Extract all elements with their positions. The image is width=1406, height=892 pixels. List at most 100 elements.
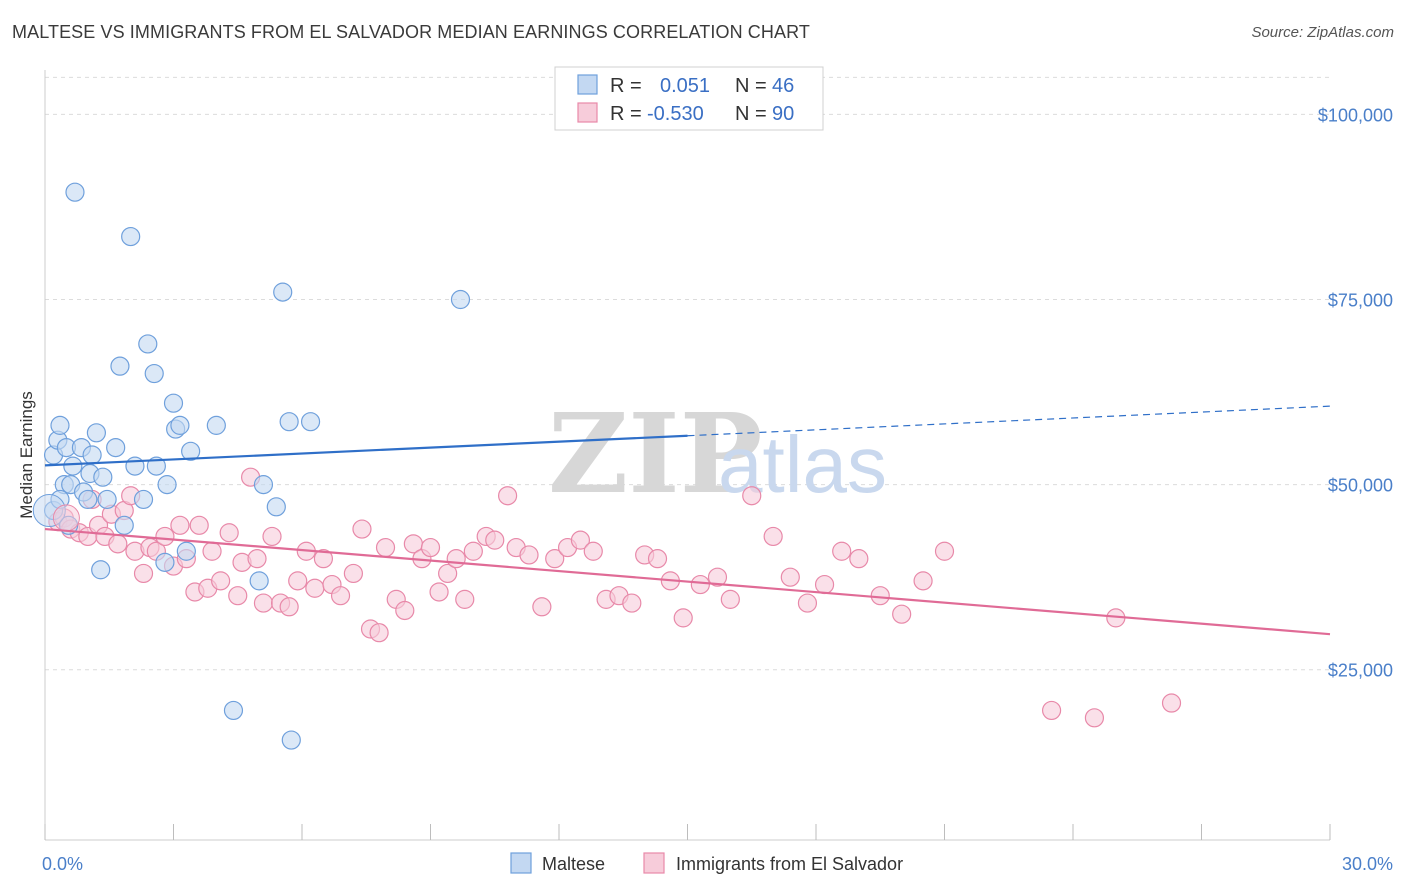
salvador-point: [913, 571, 933, 591]
legend-box: [554, 66, 824, 131]
salvador-point: [202, 541, 222, 561]
legend-swatch-salvador: [577, 102, 598, 123]
maltese-point: [125, 456, 145, 476]
maltese-point: [106, 437, 126, 458]
salvador-point: [375, 537, 396, 558]
salvador-point: [463, 541, 483, 561]
maltese-point: [223, 700, 244, 721]
salvador-point: [369, 623, 389, 643]
maltese-point: [157, 475, 177, 495]
salvador-point: [498, 486, 518, 506]
maltese-point: [281, 730, 301, 750]
legend-bottom-label-salvador: Immigrants from El Salvador: [676, 854, 903, 874]
maltese-point: [110, 356, 130, 376]
salvador-point: [133, 563, 154, 584]
y-tick-label: $25,000: [1328, 661, 1393, 681]
maltese-point: [146, 456, 166, 476]
legend-swatch-maltese: [577, 74, 598, 95]
legend-n-value: 46: [772, 75, 794, 97]
maltese-point: [63, 456, 83, 476]
salvador-point: [420, 537, 441, 558]
maltese-point: [86, 423, 107, 443]
salvador-point: [832, 541, 852, 561]
maltese-point: [114, 515, 134, 535]
maltese-point: [144, 363, 164, 384]
y-tick-label: $75,000: [1328, 291, 1393, 311]
maltese-point: [91, 560, 111, 580]
salvador-point: [155, 526, 175, 547]
salvador-point: [720, 589, 740, 609]
maltese-point: [206, 415, 226, 435]
maltese-point: [450, 289, 471, 310]
legend-bottom-swatch-salvador: [643, 852, 665, 874]
salvador-point: [170, 515, 190, 535]
chart-title: MALTESE VS IMMIGRANTS FROM EL SALVADOR M…: [12, 22, 810, 42]
maltese-point: [176, 541, 196, 561]
salvador-point: [870, 586, 890, 606]
salvador-point: [797, 593, 818, 613]
salvador-point: [690, 574, 710, 595]
salvador-point: [532, 597, 552, 617]
maltese-point: [181, 441, 201, 461]
legend-r-value: -0.530: [647, 103, 704, 125]
legend-r-value: 0.051: [660, 75, 710, 97]
salvador-point: [583, 541, 603, 561]
maltese-point: [155, 552, 175, 572]
maltese-point: [82, 445, 102, 465]
legend-r-label: R =: [610, 75, 642, 97]
salvador-point: [742, 486, 762, 506]
salvador-point: [849, 549, 869, 569]
salvador-point: [352, 519, 372, 539]
legend-n-value: 90: [772, 103, 794, 125]
salvador-point: [934, 541, 955, 561]
salvador-point: [288, 571, 308, 591]
axes: $25,000 $50,000 $75,000 $100,000 0.0% 30.0% Me…: [17, 70, 1393, 874]
salvador-point: [189, 515, 209, 535]
salvador-point: [707, 567, 728, 587]
maltese-point: [78, 489, 98, 510]
salvador-point: [262, 526, 282, 547]
salvador-point: [622, 593, 642, 613]
y-tick-label: $100,000: [1318, 105, 1393, 125]
maltese-point: [249, 571, 269, 591]
maltese-point: [253, 475, 274, 495]
x-tick-label: 0.0%: [42, 854, 83, 874]
legend-n-label: N =: [735, 103, 767, 125]
salvador-point: [647, 549, 668, 569]
maltese-point: [163, 393, 184, 413]
legend-top: R = 0.051 N = 46 R = -0.530 N = 90: [554, 66, 824, 131]
salvador-point: [446, 549, 466, 569]
salvador-point: [673, 608, 693, 628]
salvador-trend-line: [44, 527, 1331, 636]
maltese-point: [170, 415, 190, 435]
y-tick-label: $50,000: [1328, 476, 1393, 496]
legend-n-label: N =: [735, 75, 767, 97]
salvador-point: [545, 549, 565, 569]
salvador-point: [253, 593, 274, 613]
salvador-point: [763, 526, 783, 547]
salvador-point: [455, 589, 475, 609]
maltese-point: [50, 415, 70, 435]
legend-bottom-label-maltese: Maltese: [542, 854, 605, 874]
salvador-point: [814, 574, 835, 595]
maltese-trend-line: [44, 434, 688, 467]
salvador-point: [330, 586, 351, 606]
salvador-point: [313, 549, 334, 569]
salvador-point: [52, 504, 80, 532]
maltese-point: [133, 489, 154, 510]
maltese-point: [266, 497, 286, 517]
salvador-point: [519, 545, 539, 565]
legend-r-label: R =: [610, 103, 642, 125]
x-tick-label: 30.0%: [1342, 854, 1393, 874]
maltese-point: [97, 489, 117, 510]
legend-bottom: Maltese Immigrants from El Salvador: [510, 852, 903, 874]
salvador-point: [570, 530, 591, 550]
salvador-point: [219, 523, 239, 543]
salvador-point: [892, 604, 912, 624]
maltese-point: [279, 412, 299, 432]
salvador-point: [485, 530, 505, 550]
salvador-point: [305, 578, 325, 598]
maltese-point: [121, 226, 141, 247]
salvador-point: [1041, 700, 1062, 721]
